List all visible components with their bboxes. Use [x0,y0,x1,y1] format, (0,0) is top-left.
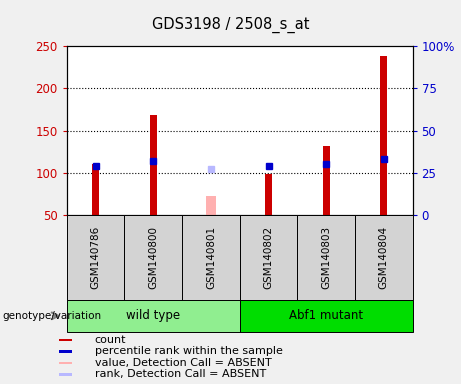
Text: Abf1 mutant: Abf1 mutant [289,310,363,322]
Bar [67,215,124,300]
Text: GSM140804: GSM140804 [379,226,389,289]
Bar [182,215,240,300]
Bar [150,115,157,215]
Text: GSM140800: GSM140800 [148,226,158,289]
Text: genotype/variation: genotype/variation [2,311,101,321]
Bar [59,350,72,353]
Bar [380,56,387,215]
Bar [206,197,216,215]
Bar [240,215,297,300]
Bar [240,300,413,332]
Bar [297,215,355,300]
Bar [355,215,413,300]
Bar [59,362,72,364]
Text: GSM140786: GSM140786 [91,226,100,289]
Bar [265,174,272,215]
Bar [59,373,72,376]
Bar [59,339,72,341]
Text: GSM140803: GSM140803 [321,226,331,289]
Bar [323,146,330,215]
Text: rank, Detection Call = ABSENT: rank, Detection Call = ABSENT [95,369,266,379]
Bar [124,215,182,300]
Text: GSM140802: GSM140802 [264,226,273,289]
Text: GSM140801: GSM140801 [206,226,216,289]
Text: value, Detection Call = ABSENT: value, Detection Call = ABSENT [95,358,272,368]
Text: GDS3198 / 2508_s_at: GDS3198 / 2508_s_at [152,17,309,33]
Text: count: count [95,335,126,345]
Text: wild type: wild type [126,310,180,322]
Text: percentile rank within the sample: percentile rank within the sample [95,346,283,356]
Bar [92,164,99,215]
Bar [67,300,240,332]
